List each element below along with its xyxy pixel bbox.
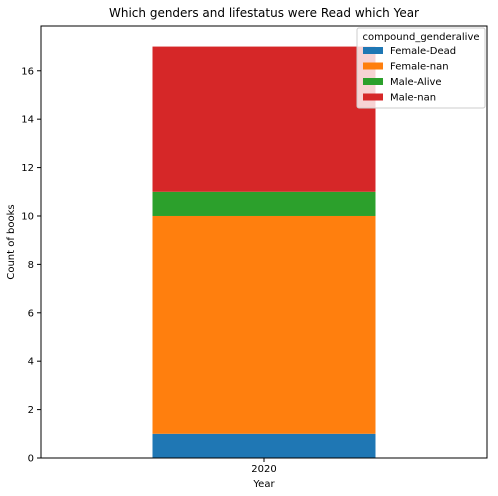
y-axis-label: Count of books [6, 204, 17, 279]
legend: compound_genderalive Female-Dead Female-n… [357, 28, 485, 108]
y-tick-label: 8 [28, 260, 34, 271]
bar-segment-female-nan [153, 216, 376, 434]
legend-swatch-male-nan [363, 94, 383, 101]
bar-segment-female-dead [153, 434, 376, 458]
legend-swatch-female-dead [363, 47, 383, 54]
x-axis-label: Year [252, 479, 275, 490]
bar-stack [153, 47, 376, 458]
y-tick-label: 2 [28, 405, 34, 416]
y-tick-label: 6 [28, 308, 34, 319]
y-tick-label: 16 [21, 66, 34, 77]
y-tick-label: 10 [21, 211, 34, 222]
legend-label: Male-Alive [390, 77, 442, 88]
legend-swatch-female-nan [363, 63, 383, 70]
bar-segment-male-nan [153, 47, 376, 192]
legend-swatch-male-alive [363, 78, 383, 85]
bar-segment-male-alive [153, 192, 376, 216]
chart-title: Which genders and lifestatus were Read w… [109, 6, 419, 20]
y-tick-label: 4 [28, 357, 34, 368]
legend-label: Male-nan [390, 93, 436, 104]
y-axis: 0 2 4 6 8 10 12 14 16 [21, 66, 41, 464]
legend-title: compound_genderalive [362, 32, 479, 43]
legend-label: Female-Dead [390, 46, 456, 57]
legend-label: Female-nan [390, 62, 449, 73]
y-tick-label: 12 [21, 163, 34, 174]
x-axis: 2020 [251, 458, 276, 475]
y-tick-label: 0 [28, 454, 34, 465]
x-tick-label: 2020 [251, 464, 276, 475]
y-tick-label: 14 [21, 115, 34, 126]
